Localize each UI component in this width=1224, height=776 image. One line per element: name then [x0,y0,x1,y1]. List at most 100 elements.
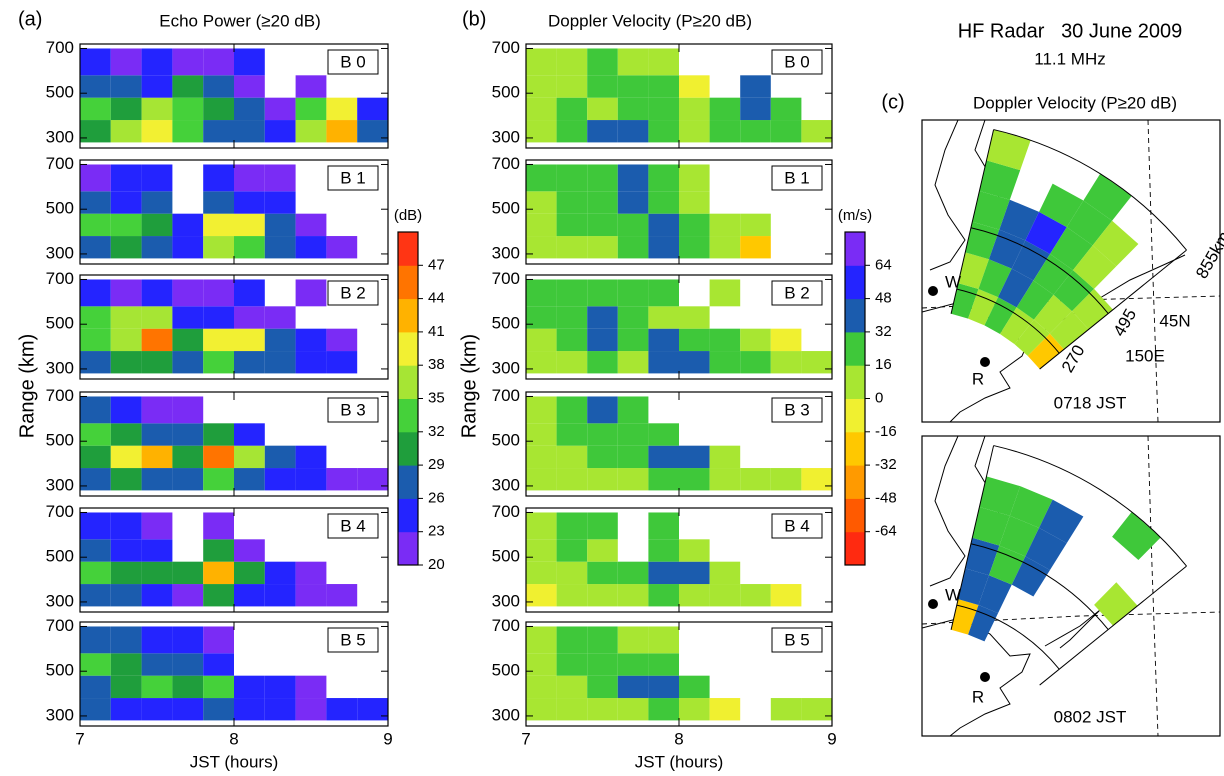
cell [80,306,111,329]
range-time-panel: 300 500 700 7 8 9 B 5 [46,616,393,749]
cell [556,191,588,214]
cell [1016,280,1054,320]
cell [556,48,588,76]
range-label: 495 [1110,306,1141,340]
cell [526,213,557,237]
cell [326,120,358,143]
cell [556,445,588,469]
cell [998,268,1034,308]
coastline [929,436,966,587]
coastline [929,120,966,271]
colorbar-segment [398,265,418,300]
cell [526,539,557,562]
cell [587,539,618,562]
cell [295,351,327,374]
cell [80,75,111,98]
colorbar-tick-label: 32 [875,323,892,340]
beam-label: B 2 [340,283,366,302]
cell [740,120,771,143]
cell [203,675,234,699]
cell [357,468,388,491]
cell [648,191,679,214]
beam-label: B 4 [340,516,366,535]
cell [80,213,111,237]
cell [740,97,771,121]
cell [709,328,741,352]
y-tick-label: 500 [492,431,520,450]
cell [587,584,618,607]
cell [234,213,265,237]
beam-label: B 1 [340,168,366,187]
x-tick-label: 7 [75,729,84,748]
cell [984,297,1017,334]
colorbar-segment [398,531,418,566]
cell [172,75,204,98]
y-tick-label: 300 [46,243,74,262]
cell [110,445,142,469]
x-tick-label: 7 [521,729,530,748]
cell [80,396,111,424]
cell [709,120,741,143]
cell [110,396,142,424]
cell [234,279,265,307]
range-time-panel: 300 500 700 B 2 [492,269,833,380]
cell [556,584,588,607]
cell [1053,270,1095,312]
cell [234,236,265,259]
cell [617,213,649,237]
cell [617,48,649,76]
cell [770,698,802,721]
x-tick-label: 9 [827,729,836,748]
beam-label-box [771,165,823,191]
x-axis-label: JST (hours) [190,752,279,771]
cell [1025,527,1067,570]
colorbar-segment [845,365,865,399]
cell [295,328,327,352]
panel-title: Doppler Velocity (P≥20 dB) [973,93,1177,112]
cell [234,306,265,329]
cell [556,561,588,585]
cell [951,599,979,635]
figure-header: HF Radar 30 June 2009 [958,20,1183,42]
beam-label: B 5 [340,630,366,649]
cell [526,396,557,424]
cell [264,698,296,721]
cell [587,423,618,446]
cell [679,539,710,562]
cell [1011,240,1051,281]
cell [648,48,679,76]
colorbar-tick-label: 23 [428,523,445,540]
cell [999,515,1040,557]
cell [141,561,173,585]
cell [203,539,234,562]
cell [526,561,557,585]
cell [648,351,679,374]
cell [587,512,618,540]
cell [587,164,618,192]
cell [203,423,234,446]
cell [679,351,710,374]
y-tick-label: 700 [46,269,74,288]
cell [972,190,1010,230]
cell [617,236,649,259]
beam-label: B 5 [784,630,810,649]
cell [295,675,327,699]
cell [80,328,111,352]
cell [1094,582,1138,626]
colorbar-segment [845,398,865,433]
colorbar-segment [398,431,418,466]
station-marker [980,672,990,682]
y-tick-label: 500 [46,431,74,450]
y-tick-label: 500 [46,547,74,566]
cell [526,351,557,374]
cell [617,445,649,469]
x-tick-label: 8 [674,729,683,748]
cell [110,191,142,214]
cell [770,120,802,143]
y-axis-label: Range (km) [16,334,38,438]
cell [770,97,802,121]
cell [709,468,741,491]
cell [141,396,173,424]
beam-label-box [771,513,823,539]
cell [617,675,649,699]
